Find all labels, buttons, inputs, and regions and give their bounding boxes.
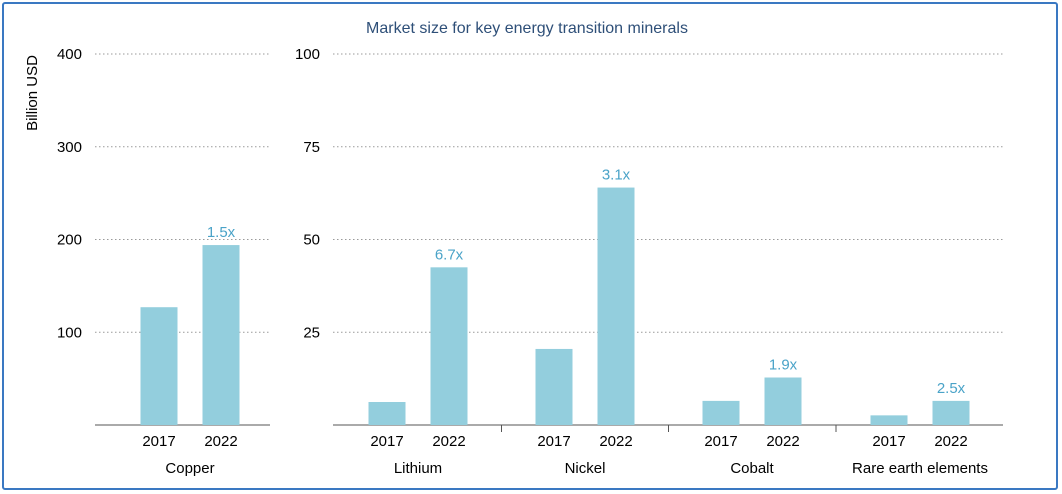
bar-cobalt-2017	[702, 400, 740, 425]
y-tick-label: 75	[303, 139, 320, 156]
group-label: Nickel	[565, 460, 606, 477]
y-tick-label: 50	[303, 232, 320, 249]
y-axis-label: Billion USD	[24, 55, 41, 131]
growth-annotation: 2.5x	[937, 380, 966, 397]
bar-cobalt-2022	[764, 377, 802, 425]
bar-lithium-2022	[430, 267, 468, 425]
x-tick-label: 2022	[599, 433, 632, 450]
bar-lithium-2017	[368, 401, 406, 425]
growth-annotation: 1.9x	[769, 357, 798, 374]
growth-annotation: 6.7x	[435, 246, 464, 263]
group-label: Cobalt	[730, 460, 774, 477]
bar-copper-2022	[202, 245, 240, 425]
bar-rare-earth-elements-2022	[932, 400, 970, 425]
bar-nickel-2022	[597, 187, 635, 425]
growth-annotation: 3.1x	[602, 167, 631, 184]
x-tick-label: 2017	[537, 433, 570, 450]
bar-rare-earth-elements-2017	[870, 415, 908, 425]
group-label: Rare earth elements	[852, 460, 988, 477]
y-tick-label: 300	[57, 139, 82, 156]
group-label: Copper	[165, 460, 214, 477]
x-tick-label: 2022	[204, 433, 237, 450]
x-tick-label: 2017	[142, 433, 175, 450]
x-tick-label: 2017	[872, 433, 905, 450]
bar-nickel-2017	[535, 348, 573, 425]
y-tick-label: 100	[57, 324, 82, 341]
y-tick-label: 400	[57, 46, 82, 63]
x-tick-label: 2022	[766, 433, 799, 450]
bar-copper-2017	[140, 307, 178, 425]
x-tick-label: 2017	[370, 433, 403, 450]
chart-title: Market size for key energy transition mi…	[366, 20, 688, 37]
x-tick-label: 2022	[934, 433, 967, 450]
y-tick-label: 200	[57, 232, 82, 249]
x-tick-label: 2022	[432, 433, 465, 450]
growth-annotation: 1.5x	[207, 224, 236, 241]
group-label: Lithium	[394, 460, 442, 477]
y-tick-label: 25	[303, 324, 320, 341]
y-tick-label: 100	[295, 46, 320, 63]
x-tick-label: 2017	[704, 433, 737, 450]
